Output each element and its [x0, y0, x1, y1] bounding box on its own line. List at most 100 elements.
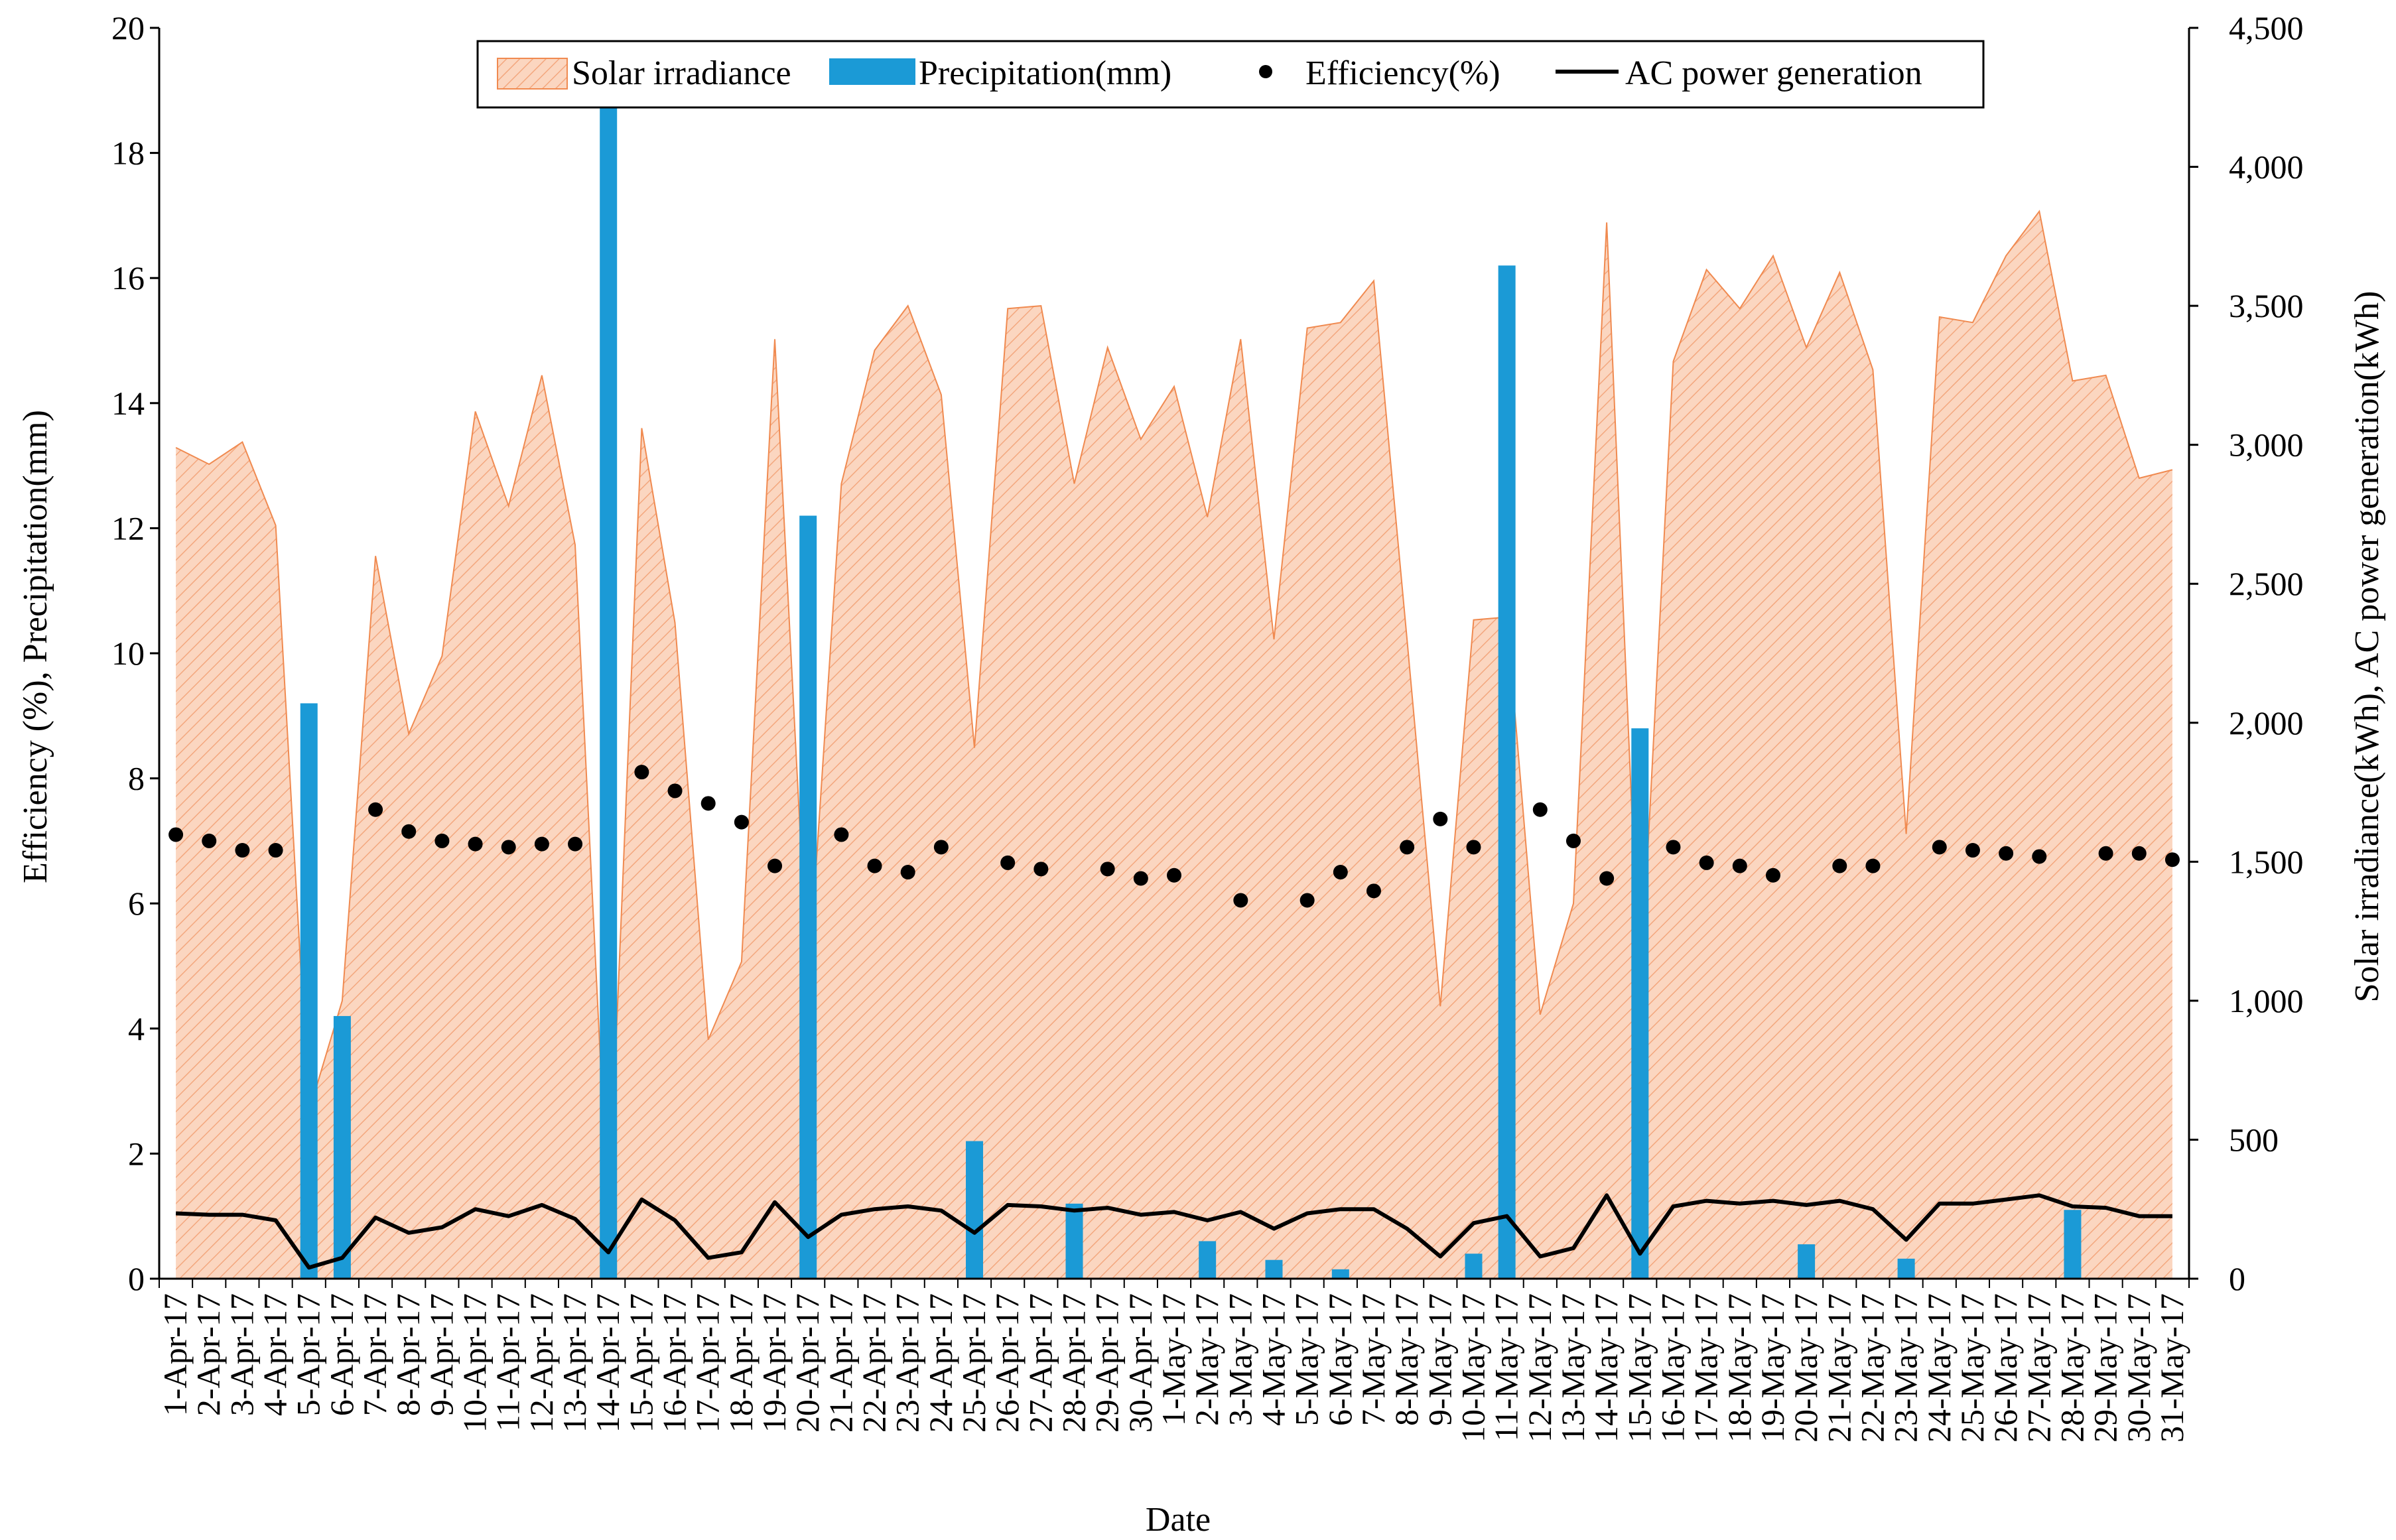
x-tick-label: 27-May-17 — [2020, 1293, 2057, 1443]
efficiency-point — [867, 858, 882, 873]
efficiency-point — [568, 836, 583, 852]
x-tick-label: 21-May-17 — [1820, 1293, 1857, 1443]
solar-point — [1439, 1005, 1441, 1007]
x-tick-label: 26-May-17 — [1987, 1293, 2024, 1443]
solar-point — [2072, 380, 2073, 381]
y-axis-right-title: Solar irradiance(kWh), AC power generati… — [2348, 291, 2386, 1003]
solar-point — [840, 483, 842, 484]
x-tick-label: 25-May-17 — [1954, 1293, 1991, 1443]
solar-point — [1107, 347, 1108, 348]
efficiency-point — [2098, 846, 2113, 861]
x-tick-label: 2-Apr-17 — [190, 1293, 227, 1416]
efficiency-point — [434, 833, 450, 848]
precipitation-bar — [2064, 1210, 2082, 1279]
efficiency-point — [202, 833, 217, 848]
efficiency-point — [834, 827, 849, 842]
x-tick-label: 20-May-17 — [1787, 1293, 1824, 1443]
x-tick-label: 13-May-17 — [1554, 1293, 1591, 1443]
precipitation-bar — [300, 703, 318, 1279]
solar-point — [1340, 322, 1341, 323]
x-tick-label: 22-Apr-17 — [856, 1293, 893, 1433]
y-left-tick-label: 8 — [128, 760, 145, 797]
x-tick-label: 4-May-17 — [1255, 1293, 1292, 1426]
x-tick-label: 27-Apr-17 — [1022, 1293, 1059, 1433]
x-tick-label: 12-May-17 — [1521, 1293, 1558, 1443]
x-tick-label: 3-May-17 — [1221, 1293, 1258, 1426]
solar-point — [1273, 639, 1274, 640]
solar-point — [1140, 438, 1142, 440]
efficiency-point — [933, 840, 949, 855]
y-left-tick-label: 14 — [111, 385, 145, 422]
precipitation-bar — [600, 90, 618, 1279]
efficiency-point — [1433, 811, 1448, 826]
efficiency-point — [268, 843, 283, 858]
x-tick-label: 4-Apr-17 — [257, 1293, 294, 1416]
precipitation-bar — [1897, 1258, 1915, 1279]
legend-solar-swatch — [497, 58, 568, 90]
efficiency-point — [1366, 883, 1381, 899]
efficiency-point — [634, 765, 649, 780]
x-tick-label: 17-Apr-17 — [689, 1293, 726, 1433]
efficiency-point — [235, 843, 250, 858]
solar-point — [1939, 316, 1940, 318]
solar-point — [1906, 833, 1907, 834]
x-tick-label: 11-Apr-17 — [490, 1293, 527, 1431]
x-tick-label: 28-May-17 — [2053, 1293, 2090, 1443]
efficiency-point — [401, 824, 417, 839]
x-tick-label: 26-Apr-17 — [988, 1293, 1026, 1433]
legend-precip-swatch — [829, 58, 915, 85]
precipitation-bar — [1265, 1259, 1283, 1279]
solar-point — [275, 525, 277, 526]
efficiency-point — [734, 814, 749, 830]
efficiency-point — [1732, 858, 1747, 873]
x-tick-label: 8-May-17 — [1388, 1293, 1425, 1426]
axes: 0 2 4 6 8 10 12 14 16 18 20 0 500 1,000 1,500 2,000 2,50… — [111, 9, 2304, 1443]
efficiency-point — [1999, 846, 2014, 861]
solar-point — [2105, 375, 2107, 376]
efficiency-point — [700, 796, 716, 811]
solar-area-outline — [175, 210, 2173, 1224]
x-tick-label: 23-Apr-17 — [889, 1293, 926, 1433]
legend-box — [476, 40, 1985, 109]
solar-point — [1972, 322, 1973, 323]
solar-point — [1573, 903, 1574, 904]
efficiency-point — [1666, 840, 1681, 855]
efficiency-point — [1599, 871, 1615, 886]
solar-point — [1772, 255, 1774, 257]
y-left-tick-label: 6 — [128, 885, 145, 922]
x-tick-label: 18-Apr-17 — [722, 1293, 760, 1433]
solar-point — [1473, 619, 1474, 621]
solar-point — [1839, 272, 1840, 273]
x-tick-label: 30-May-17 — [2120, 1293, 2157, 1443]
ac-power-line — [175, 1193, 2172, 1270]
solar-point — [375, 555, 376, 556]
y-right-tick-label: 2,500 — [2229, 565, 2304, 602]
solar-point — [342, 1000, 343, 1001]
solar-point — [874, 350, 876, 351]
legend-ac-label: AC power generation — [1625, 54, 1922, 92]
y-left-tick-label: 0 — [128, 1260, 145, 1297]
efficiency-point — [1400, 840, 1415, 855]
solar-point — [1406, 639, 1408, 640]
x-tick-label: 29-Apr-17 — [1089, 1293, 1126, 1433]
efficiency-point — [1466, 840, 1481, 855]
legend-precip-label: Precipitation(mm) — [919, 54, 1171, 92]
solar-point — [574, 545, 576, 546]
x-tick-label: 3-Apr-17 — [223, 1293, 260, 1416]
y-left-tick-label: 12 — [111, 509, 145, 546]
y-right-tick-label: 4,500 — [2229, 9, 2304, 46]
x-tick-label: 20-Apr-17 — [789, 1293, 826, 1433]
efficiency-point — [1333, 865, 1348, 880]
x-tick-label: 19-May-17 — [1754, 1293, 1791, 1443]
solar-point — [2005, 255, 2007, 257]
y-axis-left-title: Efficiency (%), Precipitation(mm) — [17, 410, 54, 883]
efficiency-point — [1033, 862, 1049, 877]
solar-point — [1806, 347, 1807, 348]
efficiency-point — [1299, 893, 1315, 908]
efficiency-point — [534, 836, 549, 852]
y-left-tick-label: 2 — [128, 1135, 145, 1172]
x-tick-label: 29-May-17 — [2087, 1293, 2124, 1443]
efficiency-point — [1765, 867, 1780, 883]
efficiency-point — [1233, 893, 1248, 908]
